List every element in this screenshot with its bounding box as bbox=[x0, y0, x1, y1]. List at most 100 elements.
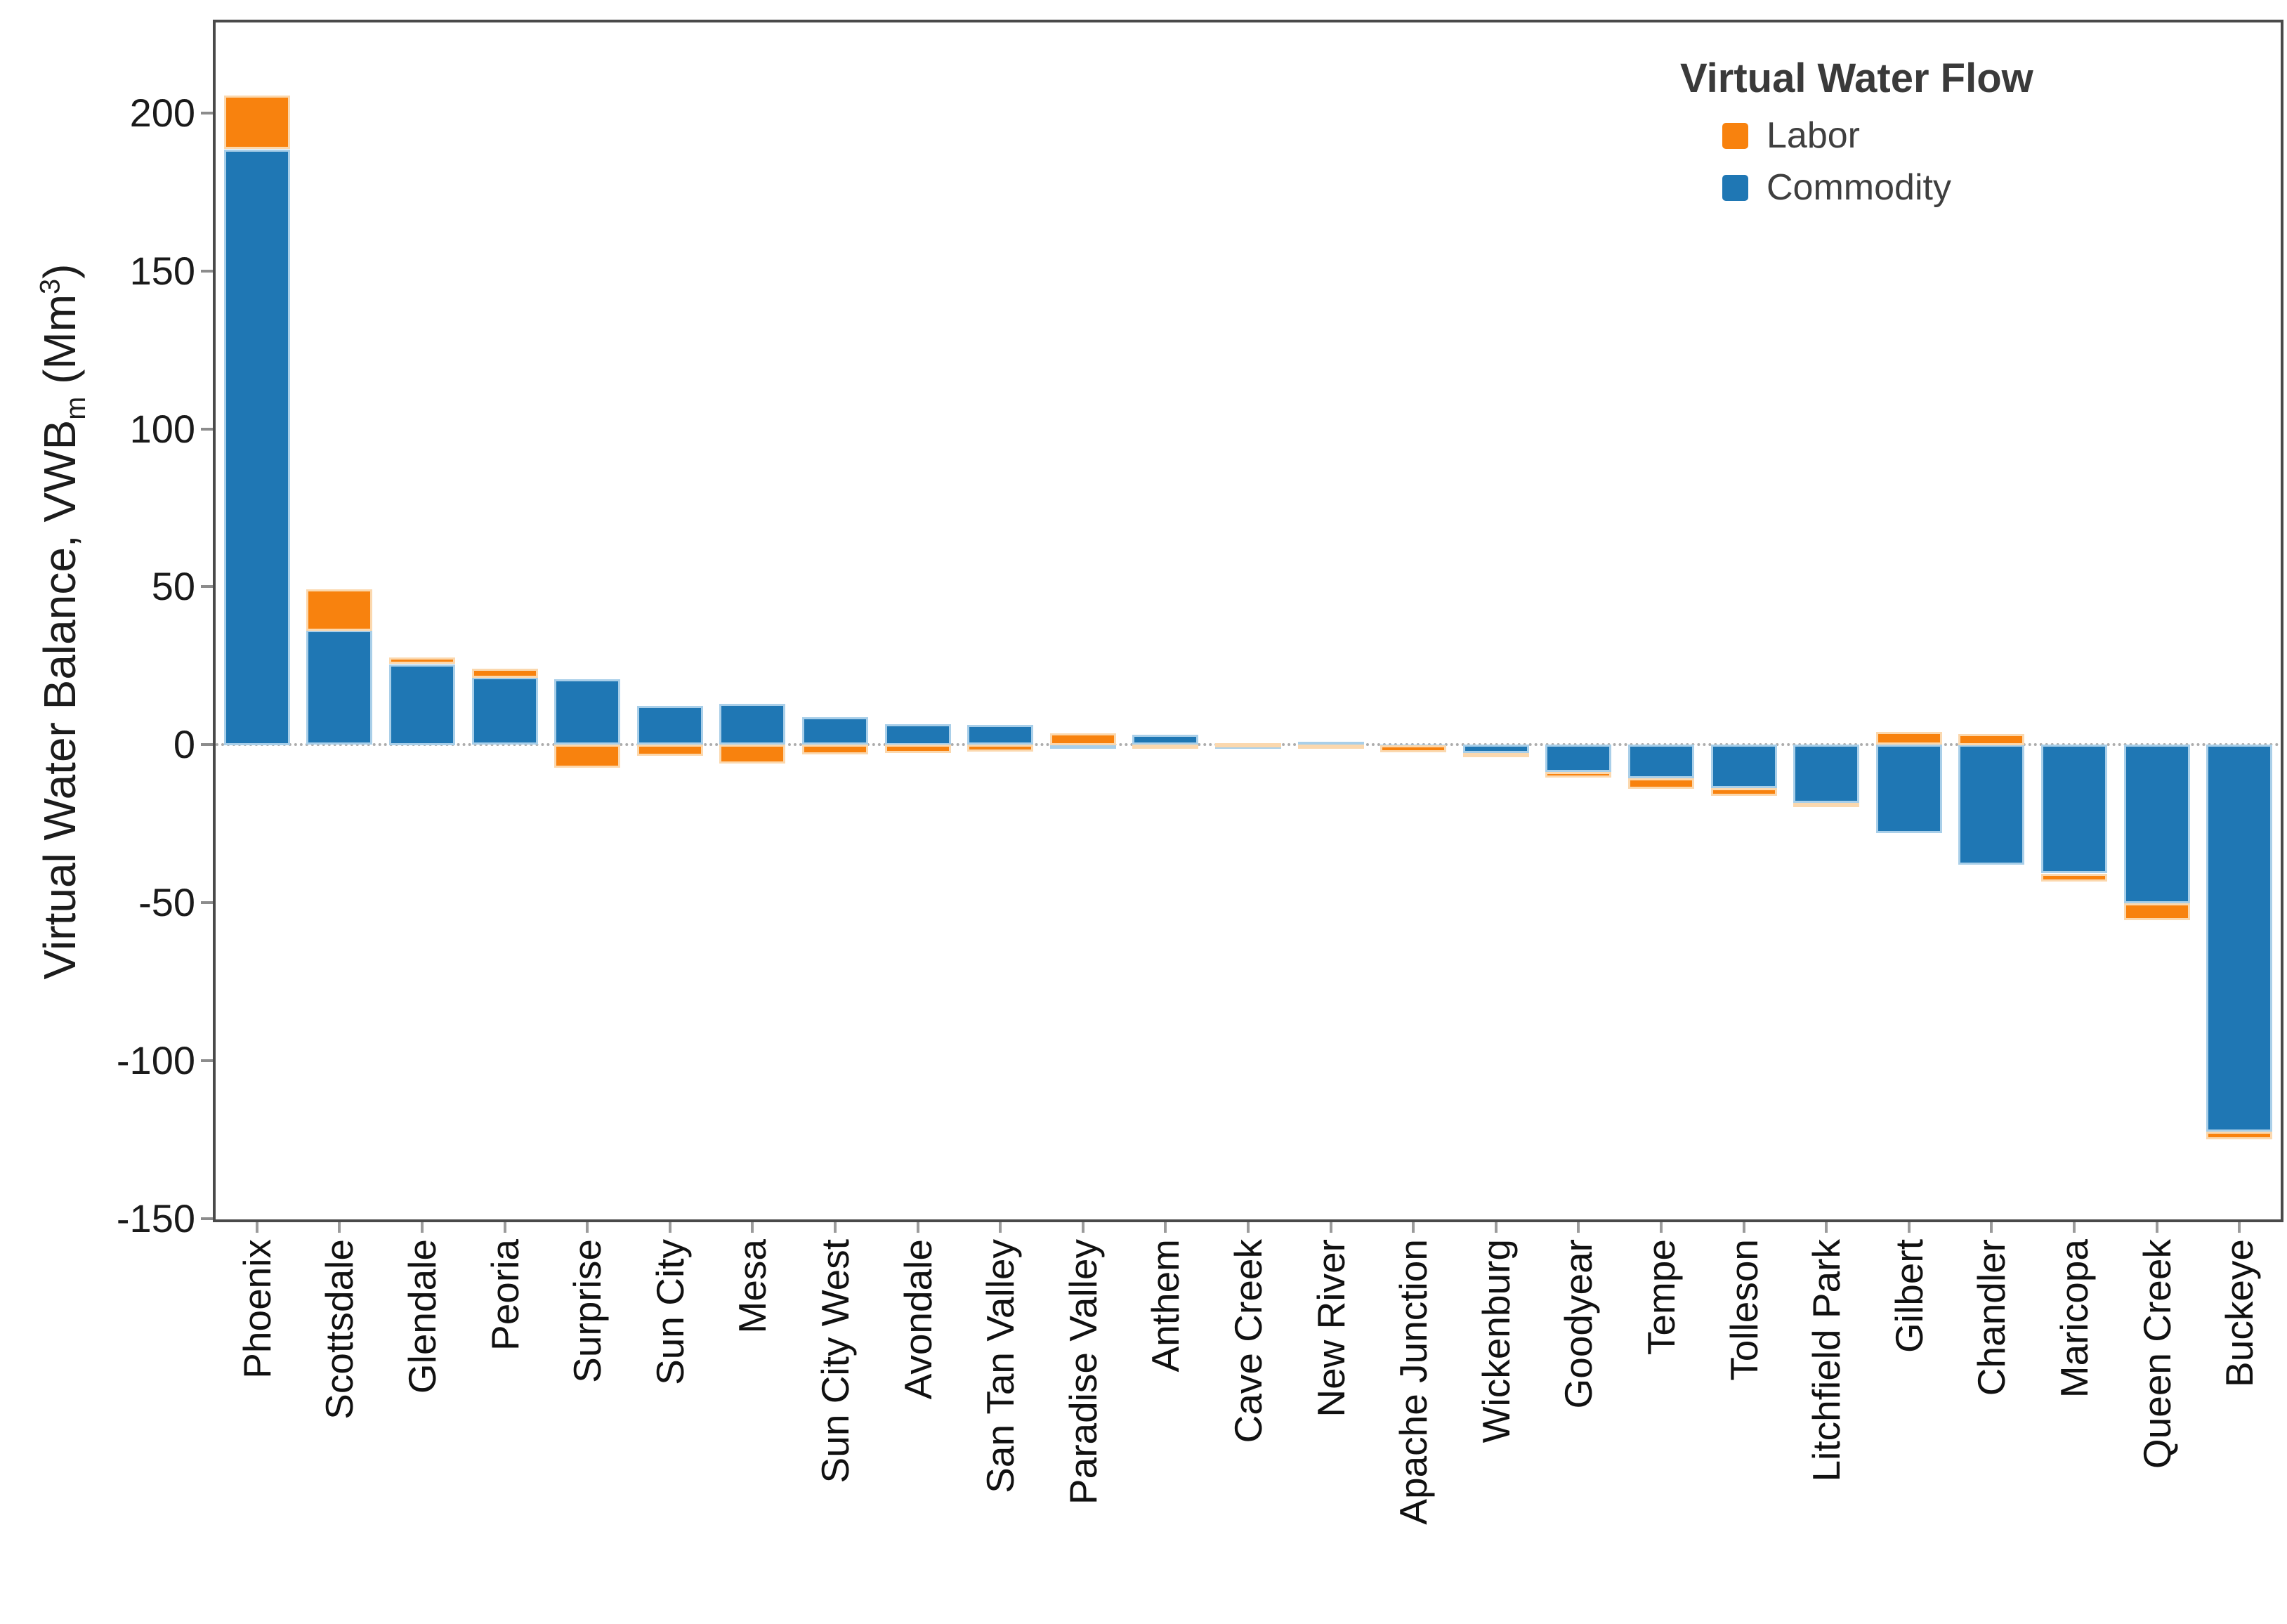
bar-segment-labor-sun-city-west bbox=[802, 745, 868, 754]
x-tick-mark bbox=[2073, 1222, 2076, 1233]
x-tick-mark bbox=[338, 1222, 341, 1233]
bar-segment-commodity-scottsdale bbox=[306, 630, 372, 745]
bar-segment-commodity-buckeye bbox=[2206, 745, 2272, 1132]
x-tick-label-scottsdale: Scottsdale bbox=[317, 1239, 361, 1420]
bar-segment-labor-litchfield-park bbox=[1793, 803, 1859, 807]
y-tick-mark bbox=[201, 428, 213, 431]
bar-segment-labor-sun-city bbox=[637, 745, 703, 756]
y-tick-label: 150 bbox=[129, 249, 195, 293]
x-tick-mark bbox=[1908, 1222, 1911, 1233]
x-tick-label-sun-city: Sun City bbox=[648, 1239, 692, 1385]
bar-segment-commodity-wickenburg bbox=[1463, 745, 1529, 753]
bar-segment-commodity-mesa bbox=[719, 704, 785, 745]
x-tick-mark bbox=[1825, 1222, 1828, 1233]
commodity-swatch-icon bbox=[1722, 174, 1748, 201]
plot-inner bbox=[216, 22, 2281, 1219]
x-tick-mark bbox=[1330, 1222, 1332, 1233]
y-tick-mark bbox=[201, 585, 213, 588]
bar-segment-commodity-avondale bbox=[885, 724, 951, 745]
labor-swatch-icon bbox=[1722, 122, 1748, 149]
x-tick-label-gilbert: Gilbert bbox=[1887, 1239, 1931, 1353]
bar-segment-commodity-sun-city bbox=[637, 706, 703, 745]
bar-segment-commodity-sun-city-west bbox=[802, 717, 868, 745]
x-tick-mark bbox=[834, 1222, 837, 1233]
x-tick-label-avondale: Avondale bbox=[896, 1239, 940, 1400]
bar-segment-commodity-phoenix bbox=[224, 150, 290, 745]
x-tick-label-chandler: Chandler bbox=[1970, 1239, 2013, 1396]
legend-item-commodity: Commodity bbox=[1722, 166, 2033, 209]
bar-segment-commodity-san-tan-valley bbox=[967, 725, 1033, 745]
x-tick-label-tolleson: Tolleson bbox=[1722, 1239, 1766, 1381]
bar-segment-labor-new-river bbox=[1298, 745, 1364, 749]
y-tick-mark bbox=[201, 743, 213, 746]
bar-segment-labor-queen-creek bbox=[2124, 903, 2190, 920]
legend: Virtual Water Flow Labor Commodity bbox=[1680, 55, 2033, 218]
x-tick-mark bbox=[1164, 1222, 1167, 1233]
x-tick-label-surprise: Surprise bbox=[565, 1239, 609, 1383]
bar-segment-commodity-glendale bbox=[389, 664, 455, 745]
bar-segment-labor-paradise-valley bbox=[1050, 733, 1116, 745]
bar-segment-labor-surprise bbox=[554, 745, 620, 768]
y-tick-label: 200 bbox=[129, 91, 195, 135]
bar-segment-commodity-goodyear bbox=[1545, 745, 1611, 772]
x-tick-label-peoria: Peoria bbox=[483, 1239, 527, 1351]
bar-segment-labor-san-tan-valley bbox=[967, 745, 1033, 752]
legend-item-labor: Labor bbox=[1722, 114, 2033, 157]
x-tick-mark bbox=[1577, 1222, 1580, 1233]
bar-segment-commodity-maricopa bbox=[2041, 745, 2107, 873]
y-tick-label: 100 bbox=[129, 407, 195, 451]
x-tick-label-apache-junction: Apache Junction bbox=[1391, 1239, 1435, 1525]
y-tick-mark bbox=[201, 1217, 213, 1220]
bar-segment-labor-phoenix bbox=[224, 96, 290, 149]
bar-segment-labor-wickenburg bbox=[1463, 753, 1529, 757]
x-tick-mark bbox=[1247, 1222, 1250, 1233]
y-tick-label: -50 bbox=[138, 880, 195, 924]
x-tick-mark bbox=[669, 1222, 671, 1233]
bar-segment-commodity-litchfield-park bbox=[1793, 745, 1859, 803]
bar-segment-commodity-queen-creek bbox=[2124, 745, 2190, 903]
x-tick-label-mesa: Mesa bbox=[730, 1239, 774, 1334]
bar-segment-labor-gilbert bbox=[1876, 732, 1942, 745]
x-tick-mark bbox=[999, 1222, 1002, 1233]
legend-title: Virtual Water Flow bbox=[1680, 55, 2033, 101]
y-tick-mark bbox=[201, 1059, 213, 1062]
bar-segment-labor-goodyear bbox=[1545, 772, 1611, 778]
y-tick-mark bbox=[201, 901, 213, 904]
x-tick-label-phoenix: Phoenix bbox=[235, 1239, 279, 1379]
y-tick-label: -150 bbox=[116, 1196, 195, 1240]
y-tick-label: 0 bbox=[173, 722, 195, 766]
legend-item-label: Commodity bbox=[1767, 167, 1951, 208]
legend-item-label: Labor bbox=[1767, 115, 1860, 156]
x-tick-mark bbox=[1495, 1222, 1498, 1233]
bar-segment-commodity-chandler bbox=[1958, 745, 2024, 865]
x-tick-label-wickenburg: Wickenburg bbox=[1474, 1239, 1518, 1443]
x-tick-mark bbox=[586, 1222, 589, 1233]
x-tick-mark bbox=[256, 1222, 258, 1233]
x-tick-mark bbox=[2156, 1222, 2158, 1233]
bar-segment-labor-scottsdale bbox=[306, 589, 372, 631]
x-tick-label-paradise-valley: Paradise Valley bbox=[1061, 1239, 1105, 1505]
bar-segment-labor-apache-junction bbox=[1380, 745, 1446, 752]
x-tick-label-tempe: Tempe bbox=[1639, 1239, 1683, 1356]
bar-segment-commodity-anthem bbox=[1132, 735, 1198, 745]
plot-area bbox=[213, 20, 2283, 1222]
x-tick-mark bbox=[1412, 1222, 1415, 1233]
x-tick-mark bbox=[1660, 1222, 1663, 1233]
x-tick-label-glendale: Glendale bbox=[400, 1239, 444, 1394]
x-tick-label-queen-creek: Queen Creek bbox=[2135, 1239, 2179, 1469]
x-tick-mark bbox=[1990, 1222, 1993, 1233]
x-tick-mark bbox=[917, 1222, 919, 1233]
bar-segment-commodity-paradise-valley bbox=[1050, 745, 1116, 749]
bar-segment-labor-tempe bbox=[1628, 778, 1694, 789]
y-tick-label: -100 bbox=[116, 1038, 195, 1082]
bar-segment-labor-chandler bbox=[1958, 734, 2024, 745]
x-tick-mark bbox=[421, 1222, 424, 1233]
x-tick-label-maricopa: Maricopa bbox=[2052, 1239, 2096, 1399]
bar-segment-commodity-peoria bbox=[472, 677, 538, 745]
bar-segment-labor-anthem bbox=[1132, 745, 1198, 749]
x-tick-mark bbox=[751, 1222, 754, 1233]
bar-segment-commodity-tempe bbox=[1628, 745, 1694, 778]
bar-segment-commodity-gilbert bbox=[1876, 745, 1942, 833]
bar-segment-commodity-tolleson bbox=[1711, 745, 1777, 788]
bar-segment-labor-avondale bbox=[885, 745, 951, 753]
